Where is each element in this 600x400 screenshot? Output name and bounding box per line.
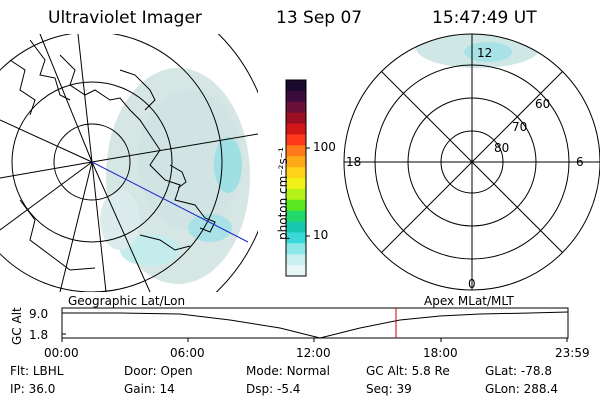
colorbar-band bbox=[286, 254, 306, 266]
colorbar-band bbox=[286, 123, 306, 135]
latitude-circle bbox=[11, 81, 173, 243]
colorbar-tick-100: 100 bbox=[313, 140, 336, 154]
observation-date: 13 Sep 07 bbox=[276, 8, 363, 28]
colorbar-band bbox=[286, 188, 306, 201]
coastline bbox=[9, 39, 216, 271]
mlt-label-18: 18 bbox=[346, 155, 362, 169]
observation-time: 15:47:49 UT bbox=[432, 8, 537, 28]
time-tick-00-00: 00:00 bbox=[44, 346, 79, 360]
info-dsp: Dsp: -5.4 bbox=[246, 382, 301, 396]
lat-label-70: 70 bbox=[512, 120, 528, 134]
colorbar-band bbox=[286, 80, 306, 92]
colorbar-band bbox=[286, 90, 306, 103]
latitude-circle bbox=[0, 34, 223, 292]
colorbar-band bbox=[286, 265, 306, 277]
colorbar-band bbox=[286, 156, 306, 168]
geographic-panel-title: Geographic Lat/Lon bbox=[68, 294, 186, 308]
satellite-track-line bbox=[91, 161, 249, 243]
altitude-curve bbox=[62, 311, 569, 339]
time-tick-18-00: 18:00 bbox=[423, 346, 458, 360]
colorbar-band bbox=[286, 199, 306, 212]
colorbar-band bbox=[286, 145, 306, 157]
lat-label-60: 60 bbox=[535, 97, 551, 111]
colorbar-band bbox=[286, 167, 306, 179]
time-tick-23-59: 23:59 bbox=[555, 346, 590, 360]
time-tick-06-00: 06:00 bbox=[170, 346, 205, 360]
colorbar-band bbox=[286, 112, 306, 125]
info-mode: Mode: Normal bbox=[246, 364, 330, 378]
colorbar-band bbox=[286, 101, 306, 114]
apex-panel-title: Apex MLat/MLT bbox=[424, 294, 514, 308]
info-glat: GLat: -78.8 bbox=[485, 364, 552, 378]
info-door: Door: Open bbox=[124, 364, 193, 378]
time-tick-12-00: 12:00 bbox=[296, 346, 331, 360]
colorbar-band bbox=[286, 232, 306, 244]
info-gain: Gain: 14 bbox=[124, 382, 175, 396]
colorbar-band bbox=[286, 221, 306, 233]
latitude-circle bbox=[53, 123, 131, 201]
mlt-label-0: 0 bbox=[468, 277, 476, 291]
lat-label-80: 80 bbox=[494, 141, 510, 155]
colorbar-band bbox=[286, 134, 306, 146]
mlt-label-6: 6 bbox=[576, 155, 584, 169]
info-ip: IP: 36.0 bbox=[10, 382, 56, 396]
altitude-tick-1-8: 1.8 bbox=[29, 328, 49, 342]
colorbar-band bbox=[286, 178, 306, 190]
info-seq: Seq: 39 bbox=[366, 382, 412, 396]
colorbar-band bbox=[286, 243, 306, 255]
info-glon: GLon: 288.4 bbox=[485, 382, 558, 396]
colorbar-tick-10: 10 bbox=[313, 228, 329, 242]
instrument-title: Ultraviolet Imager bbox=[48, 8, 202, 28]
info-gc-alt: GC Alt: 5.8 Re bbox=[366, 364, 450, 378]
colorbar-band bbox=[286, 210, 306, 223]
mlt-label-12: 12 bbox=[477, 46, 493, 60]
altitude-tick-9: 9.0 bbox=[29, 307, 49, 321]
info-filter: Flt: LBHL bbox=[10, 364, 64, 378]
